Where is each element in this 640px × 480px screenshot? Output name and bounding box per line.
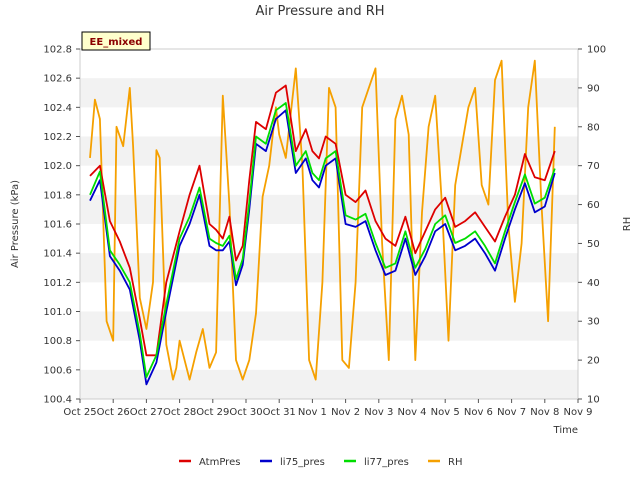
y-tick-label: 101.4 — [43, 249, 72, 260]
y2-tick-label: 80 — [587, 122, 600, 133]
x-tick-label: Oct 31 — [263, 407, 296, 418]
y-tick-label: 102.8 — [43, 45, 72, 56]
x-tick-label: Nov 8 — [530, 407, 559, 418]
x-axis-label: Time — [553, 425, 578, 436]
y2-tick-label: 70 — [587, 161, 600, 172]
grid-band — [80, 369, 578, 399]
x-tick-label: Oct 30 — [229, 407, 262, 418]
x-tick-label: Nov 3 — [364, 407, 393, 418]
y2-tick-label: 40 — [587, 278, 600, 289]
x-tick-label: Oct 28 — [163, 407, 196, 418]
x-tick-label: Oct 25 — [63, 407, 96, 418]
x-tick-label: Nov 9 — [563, 407, 592, 418]
y2-tick-label: 50 — [587, 239, 600, 250]
y-tick-label: 102.6 — [43, 74, 72, 85]
y-tick-label: 102.2 — [43, 132, 72, 143]
legend: AtmPres li75_pres li77_pres RH — [179, 457, 462, 468]
legend-label: li75_pres — [280, 457, 325, 468]
y-axis-ticks: 100.4 100.6 100.8 101.0 101.2 101.4 101.6 101.8… — [43, 45, 80, 406]
grid-band — [80, 311, 578, 341]
y2-tick-label: 60 — [587, 200, 600, 211]
y-tick-label: 102.4 — [43, 103, 72, 114]
series-line-rh — [89, 59, 556, 381]
annotation-text: EE_mixed — [90, 37, 143, 48]
x-tick-label: Nov 5 — [431, 407, 460, 418]
y-tick-label: 101.6 — [43, 220, 72, 231]
grid-band — [80, 194, 578, 224]
chart-title: Air Pressure and RH — [255, 4, 384, 19]
y-tick-label: 102.0 — [43, 161, 72, 172]
series-line-li75-pres — [89, 109, 556, 386]
y2-axis-label: RH — [622, 217, 633, 231]
x-tick-label: Nov 7 — [497, 407, 526, 418]
y2-axis-ticks: 10 20 30 40 50 60 70 80 90 100 — [578, 45, 606, 406]
y-tick-label: 101.2 — [43, 278, 72, 289]
legend-label: AtmPres — [199, 457, 240, 468]
y-tick-label: 100.6 — [43, 365, 72, 376]
legend-label: li77_pres — [364, 457, 409, 468]
y-axis-label: Air Pressure (kPa) — [10, 180, 21, 268]
x-tick-label: Nov 1 — [298, 407, 327, 418]
y2-tick-label: 30 — [587, 317, 600, 328]
y2-tick-label: 10 — [587, 395, 600, 406]
x-tick-label: Nov 6 — [464, 407, 493, 418]
y-tick-label: 100.4 — [43, 395, 72, 406]
x-tick-label: Oct 26 — [97, 407, 130, 418]
y-tick-label: 100.8 — [43, 336, 72, 347]
grid-band — [80, 253, 578, 283]
series-line-atmpres — [89, 84, 556, 357]
y2-tick-label: 90 — [587, 83, 600, 94]
y-tick-label: 101.8 — [43, 190, 72, 201]
y2-tick-label: 100 — [587, 45, 606, 56]
x-tick-label: Oct 27 — [130, 407, 163, 418]
x-tick-label: Nov 4 — [397, 407, 426, 418]
series-line-li77-pres — [89, 102, 556, 379]
annotation-box: EE_mixed — [81, 31, 151, 51]
x-tick-label: Nov 2 — [331, 407, 360, 418]
grid-band — [80, 136, 578, 166]
x-axis-ticks: Oct 25 Oct 26 Oct 27 Oct 28 Oct 29 Oct 30 Oct … — [63, 399, 593, 418]
y-tick-label: 101.0 — [43, 307, 72, 318]
x-tick-label: Oct 29 — [196, 407, 229, 418]
y2-tick-label: 20 — [587, 356, 600, 367]
legend-label: RH — [448, 457, 462, 468]
series-layer — [89, 59, 556, 386]
